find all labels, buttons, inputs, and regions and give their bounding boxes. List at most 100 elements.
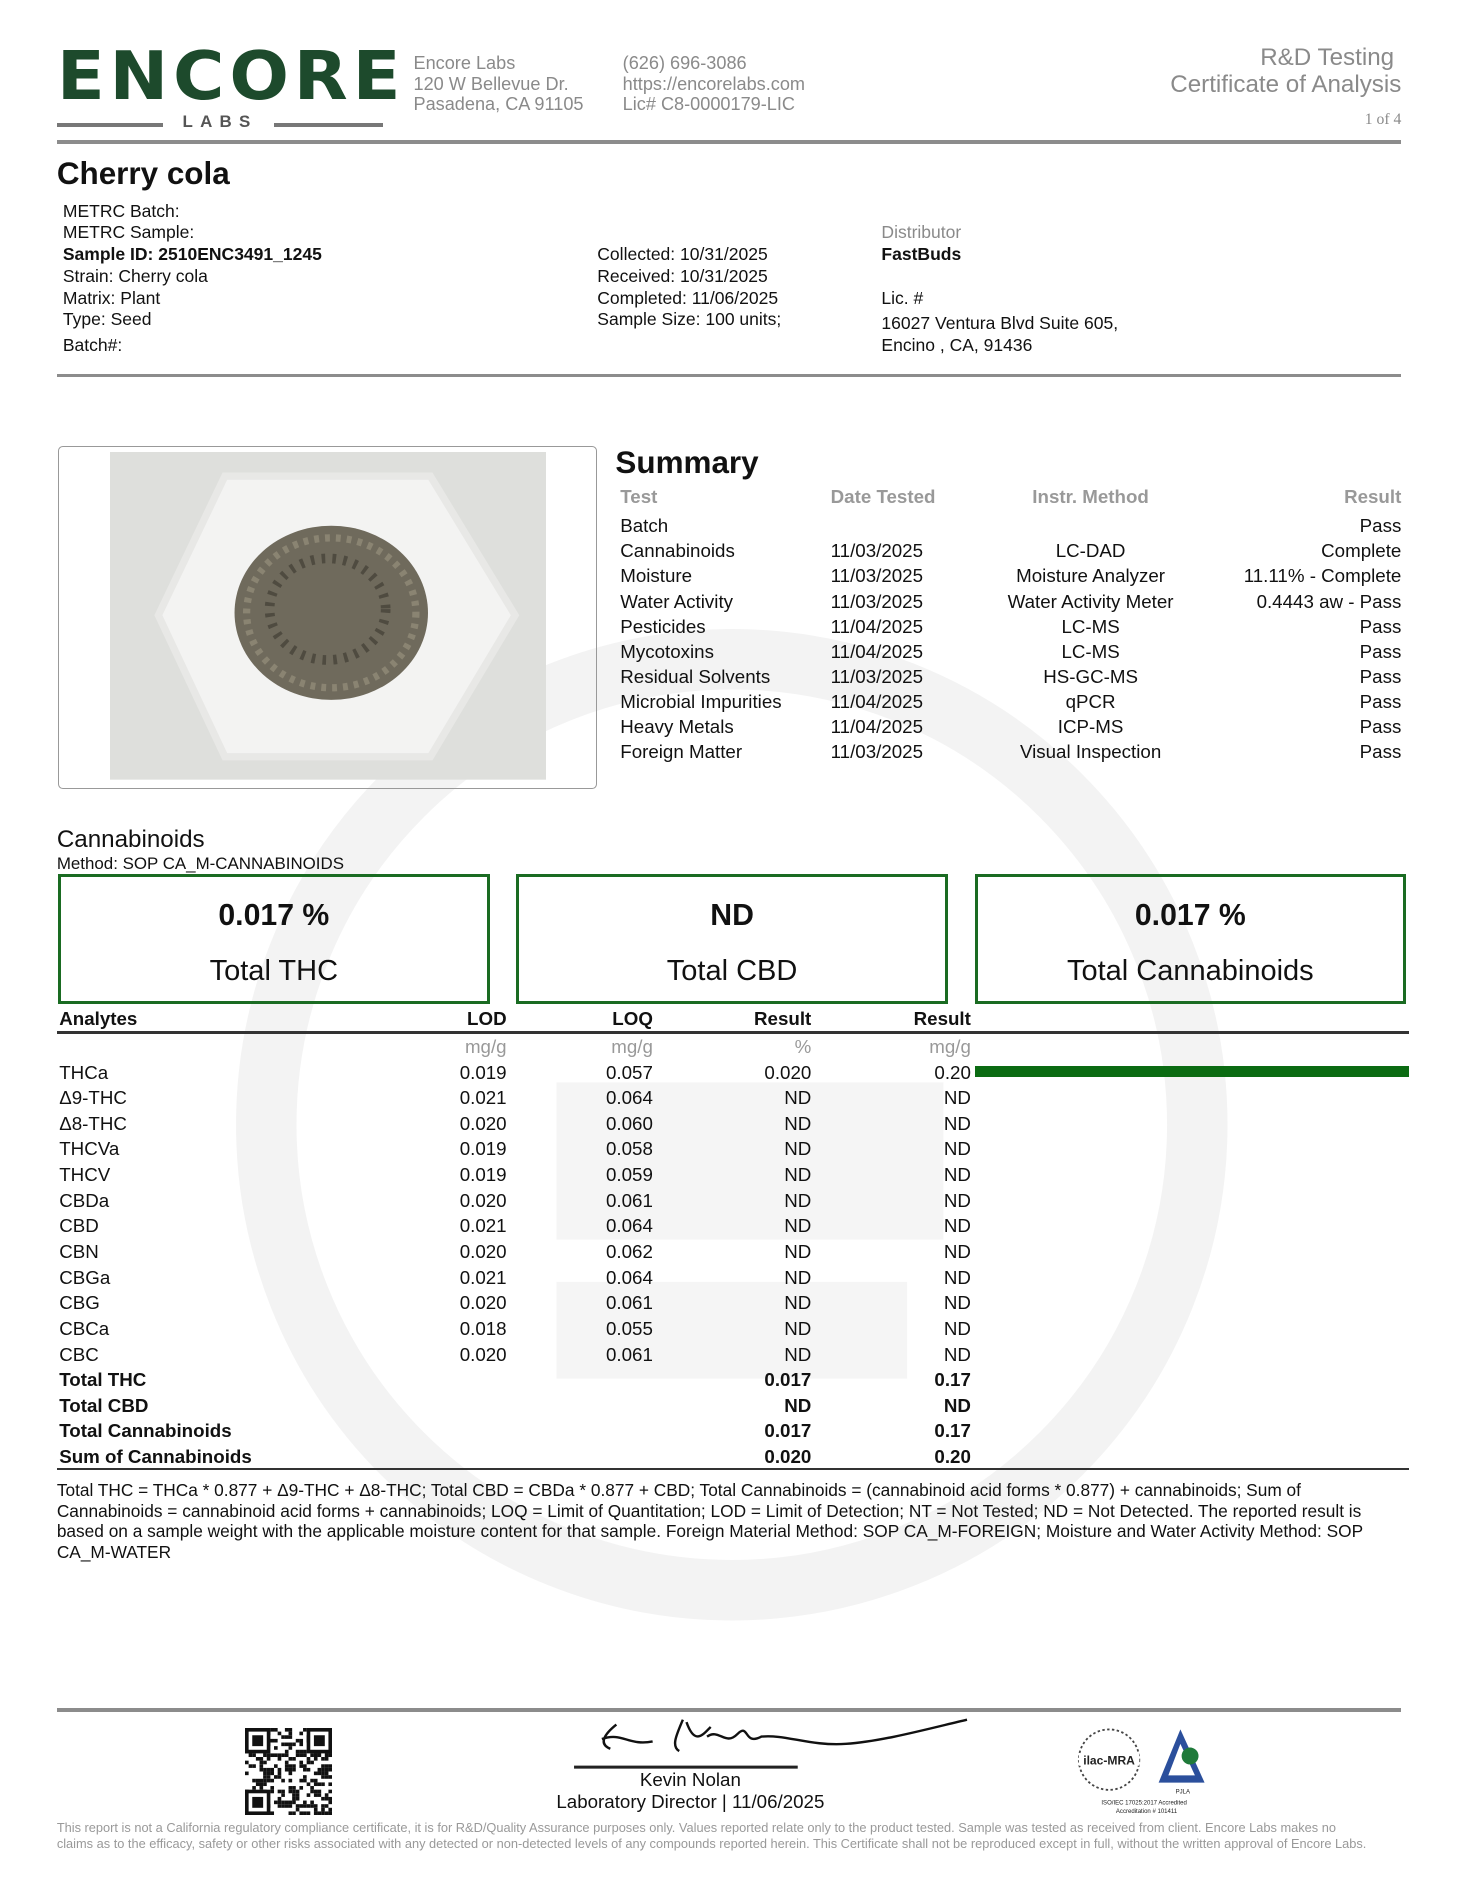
instrument-method: Moisture Analyzer — [1016, 565, 1166, 587]
strain: Strain: Cherry cola — [62, 265, 208, 286]
analyte-row: CBGa 0.021 0.064 ND ND — [57, 1267, 1409, 1292]
loq: 0.064 — [606, 1215, 653, 1237]
encore-labs-logo: ENCORE LABS — [56, 36, 406, 134]
analyte: CBD — [59, 1215, 99, 1237]
result-mgg: ND — [943, 1215, 971, 1237]
result-percent: ND — [784, 1343, 812, 1365]
total-cbd-label: Total CBD — [666, 954, 798, 987]
logo-subtext: LABS — [182, 112, 258, 132]
loq: 0.058 — [606, 1138, 653, 1160]
unit: % — [794, 1036, 812, 1058]
total-mgg: 0.17 — [934, 1369, 971, 1391]
watermark-logo-icon — [235, 628, 1228, 1633]
divider — [56, 1708, 1402, 1713]
sample-photo-frame — [58, 446, 597, 790]
result-percent: ND — [784, 1189, 812, 1211]
loq: 0.055 — [606, 1317, 653, 1339]
test-name: Foreign Matter — [620, 741, 743, 763]
analyte: CBN — [59, 1241, 99, 1263]
sample-info: METRC Batch: METRC Sample: Sample ID: 25… — [63, 201, 322, 357]
total-name: Total THC — [59, 1369, 147, 1391]
loq: 0.062 — [606, 1241, 653, 1263]
date-tested: 11/03/2025 — [830, 590, 924, 612]
total-percent: ND — [784, 1394, 812, 1416]
total-thc-label: Total THC — [209, 954, 339, 987]
completed-date: Completed: 11/06/2025 — [597, 287, 779, 308]
website-link[interactable]: https://encorelabs.com — [622, 73, 806, 94]
lab-address: Encore Labs 120 W Bellevue Dr. Pasadena,… — [414, 53, 584, 115]
total-percent: 0.017 — [764, 1369, 812, 1391]
total-cannabinoids-value: 0.017 % — [1134, 898, 1246, 932]
analyte: Δ9-THC — [59, 1087, 127, 1109]
matrix: Matrix: Plant — [62, 287, 161, 308]
date-tested: 11/03/2025 — [830, 741, 924, 763]
analyte: CBG — [59, 1292, 100, 1314]
col-result-mgg: Result — [913, 1008, 971, 1030]
date-tested: 11/04/2025 — [830, 615, 924, 637]
table-divider — [56, 1467, 1409, 1471]
summary-row: Water Activity 11/03/2025 Water Activity M… — [615, 591, 1401, 616]
result-percent: ND — [784, 1138, 812, 1160]
divider — [56, 373, 1402, 378]
result-mgg: ND — [943, 1317, 971, 1339]
signature-icon — [574, 1718, 968, 1769]
distributor-name: FastBuds — [881, 244, 962, 265]
result: 0.4443 aw - Pass — [1256, 590, 1402, 612]
result-percent: ND — [784, 1317, 812, 1339]
loq: 0.064 — [606, 1266, 653, 1288]
result-percent: ND — [784, 1112, 812, 1134]
test-name: Water Activity — [620, 590, 734, 612]
metrc-sample: METRC Sample: — [62, 222, 195, 243]
total-row: Sum of Cannabinoids 0.020 0.20 — [57, 1446, 1409, 1471]
instrument-method: Visual Inspection — [1019, 741, 1162, 763]
col-date: Date Tested — [830, 486, 936, 508]
date-tested: 11/04/2025 — [830, 691, 924, 713]
loq: 0.064 — [606, 1087, 653, 1109]
analyte: THCVa — [59, 1138, 120, 1160]
sample-size: Sample Size: 100 units; — [597, 309, 782, 330]
summary-row: Pesticides 11/04/2025 LC-MS Pass — [615, 616, 1401, 641]
product-name: Cherry cola — [56, 155, 230, 191]
summary-row: Mycotoxins 11/04/2025 LC-MS Pass — [615, 641, 1401, 666]
logo-text: ENCORE — [56, 36, 406, 115]
table-header: Analytes LOD LOQ Result Result — [57, 1008, 1409, 1033]
result-mgg: ND — [943, 1266, 971, 1288]
result-percent: ND — [784, 1241, 812, 1263]
summary-row: Cannabinoids 11/03/2025 LC-DAD Complete — [615, 540, 1401, 565]
test-name: Batch — [620, 515, 669, 537]
svg-text:ilac-MRA: ilac-MRA — [1083, 1753, 1135, 1767]
sample-photo — [109, 451, 547, 780]
batch-number: Batch#: — [62, 334, 123, 355]
total-thc-value: 0.017 % — [218, 898, 330, 932]
summary-row: Residual Solvents 11/03/2025 HS-GC-MS Pass — [615, 666, 1401, 691]
result-mgg: ND — [943, 1112, 971, 1134]
footnote: Total THC = THCa * 0.877 + Δ9-THC + Δ8-T… — [56, 1479, 1363, 1562]
summary-header: Test Date Tested Instr. Method Result — [615, 486, 1401, 511]
date-tested: 11/03/2025 — [830, 565, 924, 587]
sample-id: Sample ID: 2510ENC3491_1245 — [62, 244, 322, 265]
result: Pass — [1359, 716, 1402, 738]
total-row: Total Cannabinoids 0.017 0.17 — [57, 1420, 1409, 1445]
thca-result-bar — [974, 1066, 1409, 1078]
analyte-row: CBD 0.021 0.064 ND ND — [57, 1215, 1409, 1240]
lod: 0.020 — [459, 1189, 507, 1211]
analyte-row: THCV 0.019 0.059 ND ND — [57, 1164, 1409, 1189]
metrc-batch: METRC Batch: — [62, 200, 180, 221]
total-cbd-value: ND — [710, 898, 754, 932]
total-mgg: 0.17 — [934, 1420, 971, 1442]
total-cbd-box: ND Total CBD — [516, 874, 948, 1004]
summary-row: Moisture 11/03/2025 Moisture Analyzer 11.11… — [615, 565, 1401, 590]
summary-row: Heavy Metals 11/04/2025 ICP-MS Pass — [615, 716, 1401, 741]
qr-code-icon[interactable] — [245, 1727, 333, 1815]
total-row: Total THC 0.017 0.17 — [57, 1369, 1409, 1394]
instrument-method: ICP-MS — [1057, 716, 1124, 738]
sample-dates: Collected: 10/31/2025 Received: 10/31/20… — [597, 244, 781, 331]
col-loq: LOQ — [612, 1008, 653, 1030]
col-result: Result — [1344, 486, 1402, 508]
analyte-row: CBCa 0.018 0.055 ND ND — [57, 1318, 1409, 1343]
result: Pass — [1359, 741, 1402, 763]
cannabinoids-title: Cannabinoids — [56, 825, 205, 853]
total-mgg: 0.20 — [934, 1446, 971, 1468]
total-percent: 0.020 — [764, 1446, 812, 1468]
